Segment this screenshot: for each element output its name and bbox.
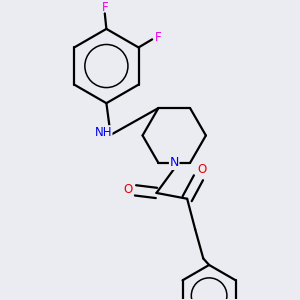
Text: NH: NH — [94, 126, 112, 139]
Text: O: O — [124, 183, 133, 196]
Text: F: F — [155, 31, 162, 44]
Text: N: N — [169, 156, 179, 170]
Text: F: F — [101, 2, 108, 14]
Text: O: O — [198, 163, 207, 176]
